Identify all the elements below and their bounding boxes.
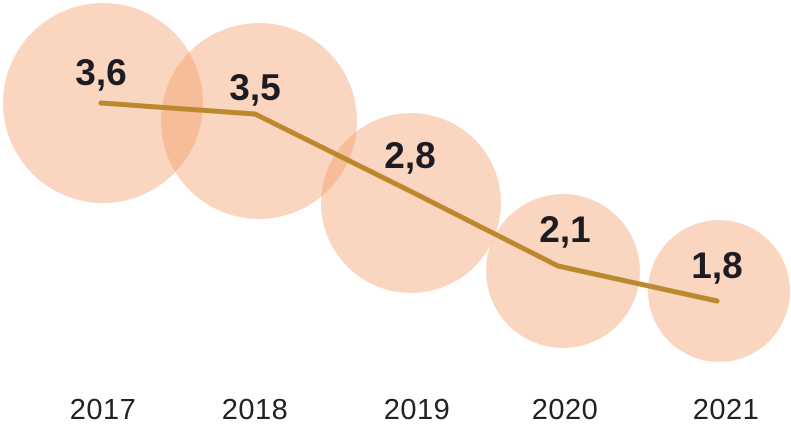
value-label-2021: 1,8 xyxy=(691,245,742,286)
trend-line xyxy=(98,100,720,304)
bubble-2019 xyxy=(321,113,501,293)
bubble-2020 xyxy=(486,194,640,348)
value-label-2019: 2,8 xyxy=(384,135,435,176)
value-label-2017: 3,6 xyxy=(75,52,126,93)
bubble-2021 xyxy=(648,220,790,362)
value-label-2018: 3,5 xyxy=(229,67,280,108)
year-label-2019: 2019 xyxy=(384,394,451,425)
year-label-2021: 2021 xyxy=(693,394,760,425)
year-label-2018: 2018 xyxy=(222,394,289,425)
year-label-2020: 2020 xyxy=(532,394,599,425)
value-label-2020: 2,1 xyxy=(539,209,590,250)
year-label-2017: 2017 xyxy=(70,394,137,425)
bubble-2018 xyxy=(161,23,357,219)
